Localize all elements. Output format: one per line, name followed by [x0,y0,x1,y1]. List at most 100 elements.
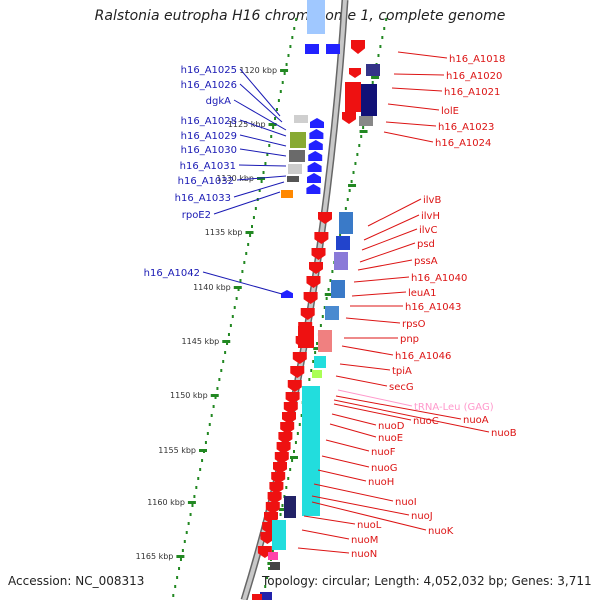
gene-arrow-forward [307,173,321,183]
major-tick [348,184,357,187]
gene-label-nuoG: nuoG [371,463,398,474]
tick-dot [344,207,347,210]
tick-dot [227,333,230,336]
gene-arrow-reverse [282,412,296,424]
tick-dot [183,540,186,543]
tick-dot [279,90,282,93]
map-title: Ralstonia eutropha H16 chromosome 1, com… [94,8,506,24]
tick-dot [172,594,175,597]
tick-dot [271,549,274,552]
tick-dot [293,450,295,453]
tick-dot [329,279,332,282]
leader-line [317,469,367,482]
leader-line [331,413,377,426]
major-tick [176,555,185,558]
tick-dot [295,18,298,21]
gene-arrow-reverse [290,366,305,378]
gene-label-dgkA: dgkA [206,96,231,107]
kbp-label: 1165 kbp [136,552,174,561]
tick-dot [298,423,301,426]
leader-line [385,121,437,127]
gene-block [326,44,340,54]
major-tick [268,123,277,126]
tick-dot [314,351,317,354]
tick-dot [350,180,353,183]
gene-block [284,496,296,518]
gene-label-h16_A1040: h16_A1040 [411,273,467,284]
leader-line [359,242,416,263]
gene-label-nuoJ: nuoJ [411,511,433,522]
tick-dot [281,81,284,84]
gene-label-h16_A1043: h16_A1043 [405,302,461,313]
gene-block [361,84,377,116]
gene-label-h16_A1020: h16_A1020 [446,71,502,82]
kbp-label: 1140 kbp [193,283,231,292]
tick-dot [291,36,294,39]
tick-dot [249,234,252,237]
leader-line [367,198,422,227]
tick-dot [222,360,225,363]
major-tick [187,501,196,504]
gene-label-nuoD: nuoD [378,421,405,432]
tick-dot [254,207,257,210]
gene-block [281,190,293,198]
gene-block [252,594,262,600]
major-tick [222,340,231,343]
gene-arrow-reverse [300,308,315,320]
major-tick [313,347,322,350]
gene-label-ilvC: ilvC [419,225,437,236]
tick-dot [377,54,380,57]
tick-dot [379,45,382,48]
tick-dot [260,180,263,183]
gene-arrow-reverse [351,40,365,54]
tick-dot [258,189,261,192]
gene-label-ilvH: ilvH [421,211,440,222]
gene-arrow-forward [281,290,293,298]
gene-label-pssA: pssA [414,256,438,267]
tick-dot [224,351,227,354]
gene-label-h16_A1046: h16_A1046 [395,351,451,362]
tick-dot [233,306,236,309]
major-tick [210,394,219,397]
tick-dot [289,468,292,471]
tick-dot [252,216,255,219]
tick-dot [181,549,184,552]
leader-line [339,363,391,371]
leader-line [363,214,420,241]
gene-arrow-reverse [314,232,329,244]
gene-label-h16_A1028: h16_A1028 [181,116,237,127]
tick-dot [199,468,202,471]
gene-block [260,592,272,600]
tick-dot [331,270,334,273]
kbp-label: 1155 kbp [158,446,196,455]
gene-label-h16_A1018: h16_A1018 [449,54,505,65]
leader-line [391,87,443,92]
kbp-label: 1130 kbp [216,174,254,183]
tick-dot [212,405,215,408]
leader-line [325,439,370,452]
gene-label-nuoH: nuoH [368,477,394,488]
kbp-label: 1135 kbp [205,228,243,237]
tick-dot [381,36,384,39]
gene-label-h16_A1021: h16_A1021 [444,87,500,98]
tick-dot [362,126,365,129]
gene-block [302,386,320,516]
gene-label-h16_A1031: h16_A1031 [180,161,236,172]
gene-block [314,356,326,368]
gene-arrow-reverse [292,352,307,364]
tick-dot [358,144,361,147]
tick-dot [245,252,248,255]
gene-arrow-reverse [280,422,295,434]
gene-label-h16_A1029: h16_A1029 [181,131,237,142]
gene-label-h16_A1023: h16_A1023 [438,122,494,133]
tick-dot [360,135,363,138]
gene-block [272,520,286,550]
leader-line [202,271,283,295]
tick-dot [251,225,253,228]
gene-arrow-reverse [311,248,326,260]
gene-arrow-forward [309,129,324,139]
tick-dot [348,189,351,192]
gene-label-h16_A1033: h16_A1033 [175,193,231,204]
tick-dot [264,162,267,165]
